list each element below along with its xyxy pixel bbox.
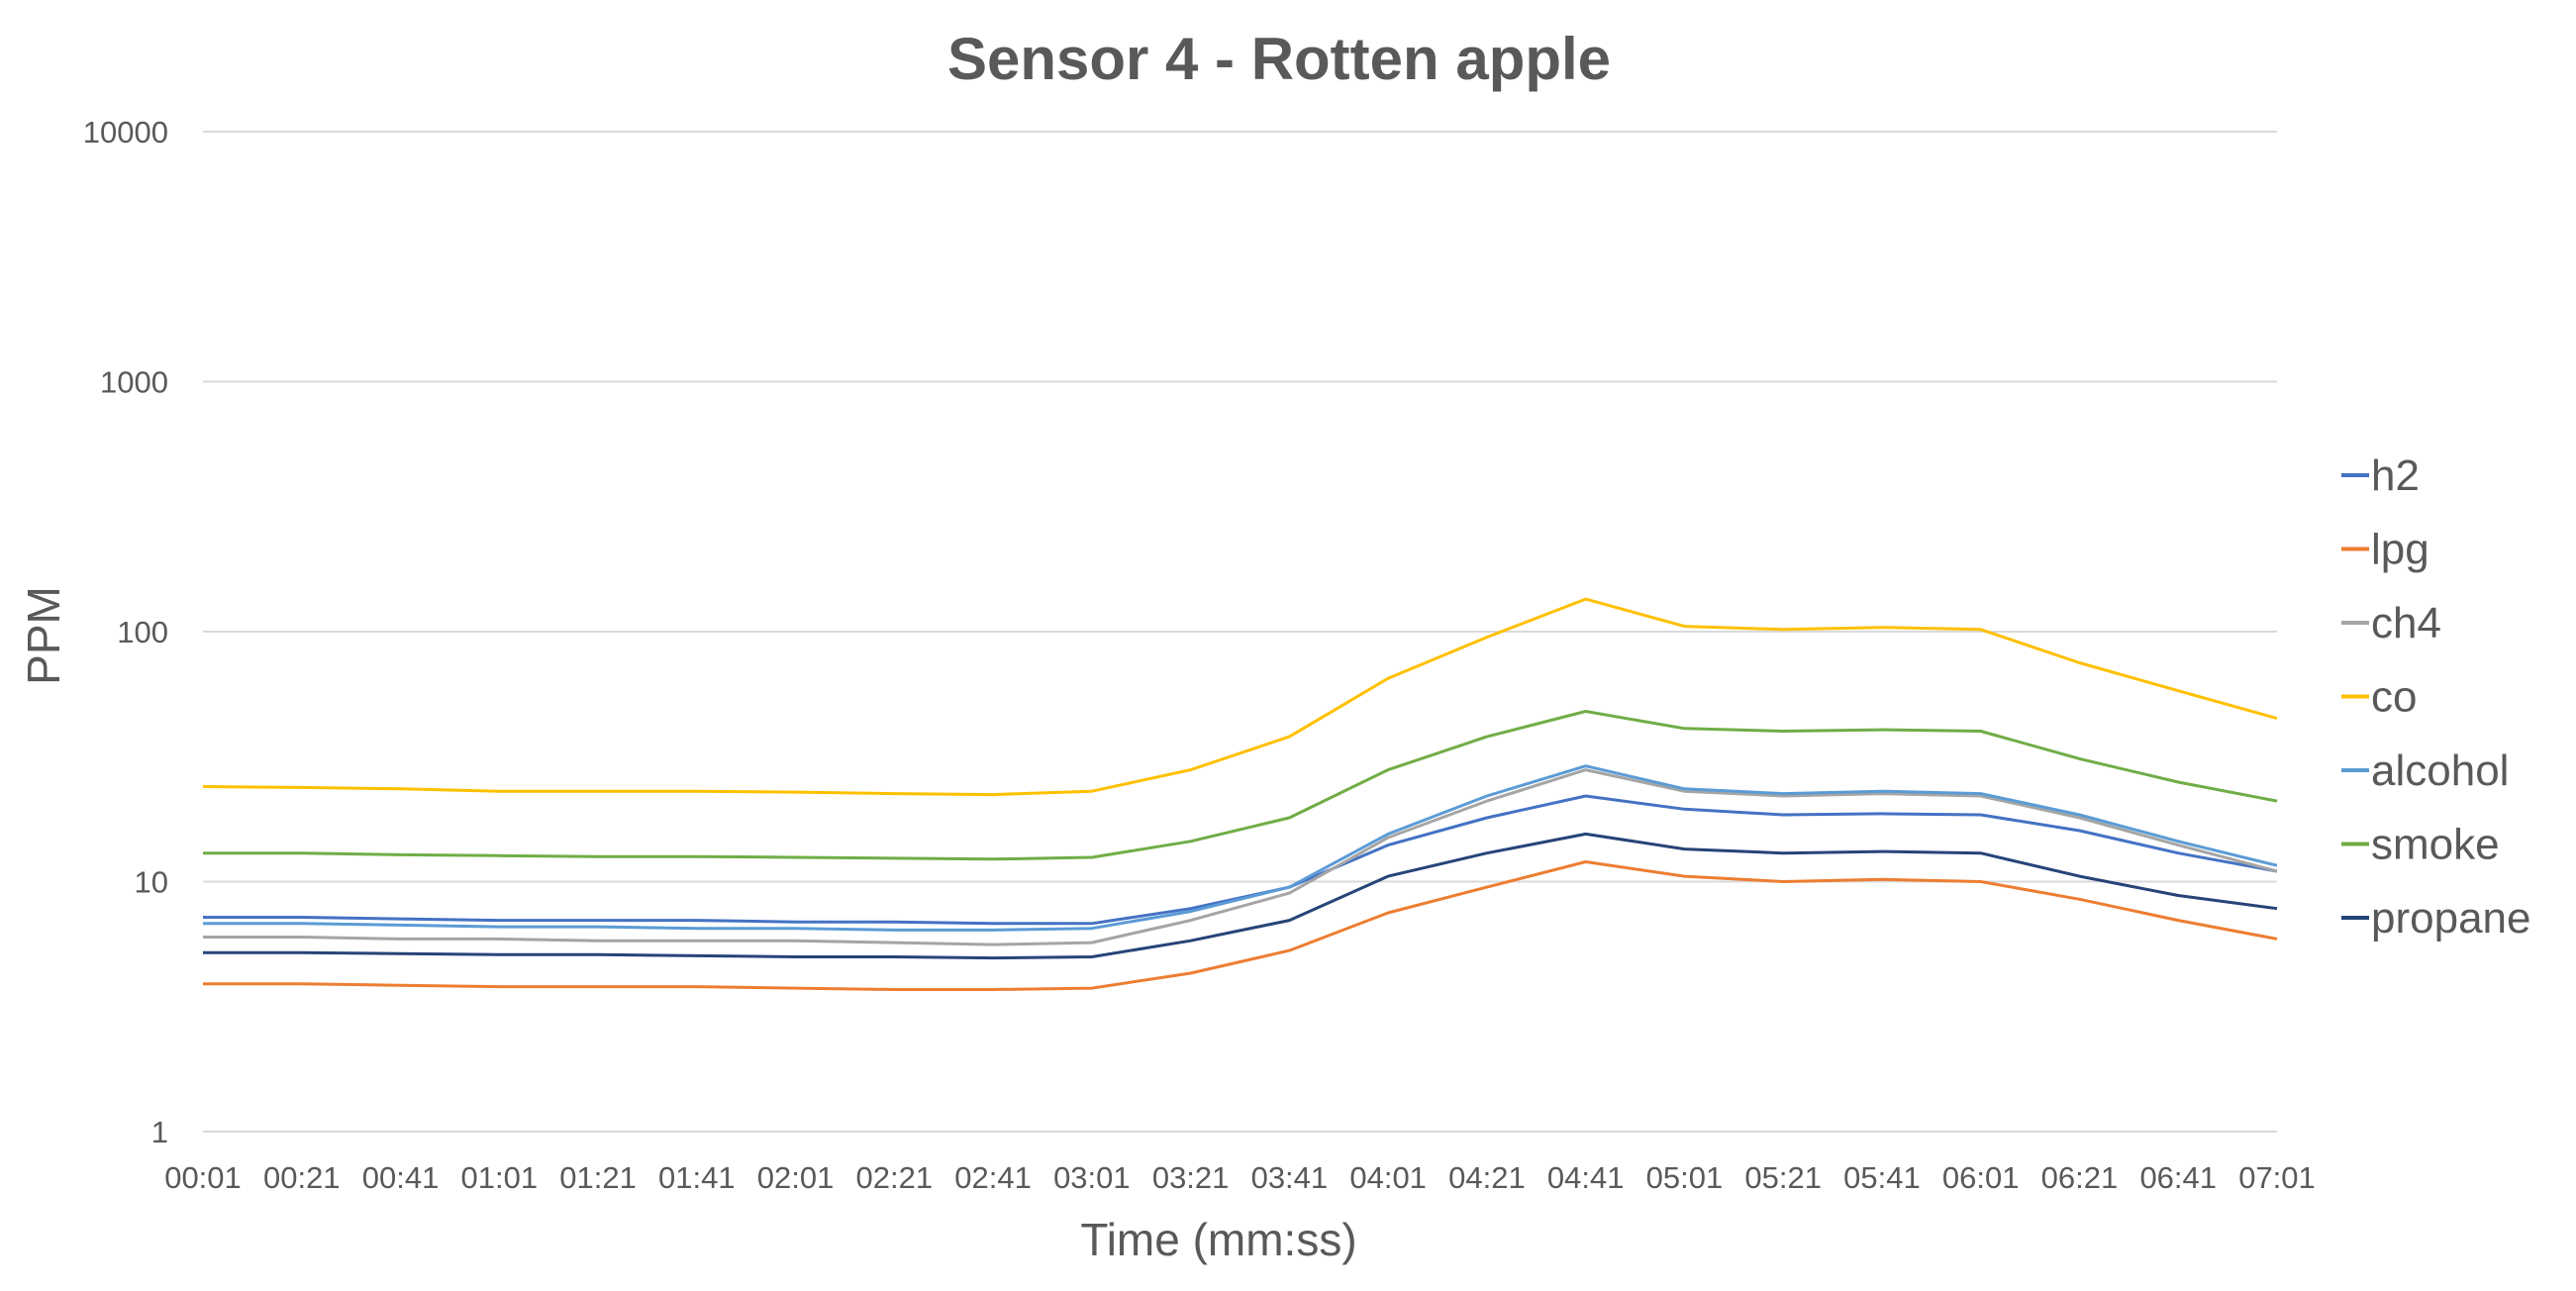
series-line-lpg bbox=[203, 860, 2278, 991]
y-tick-label: 1 bbox=[151, 1115, 168, 1149]
series-line-propane bbox=[203, 832, 2278, 960]
legend-item-propane: propane bbox=[2341, 894, 2530, 943]
x-tick-label: 00:41 bbox=[362, 1160, 440, 1195]
x-tick-label: 00:21 bbox=[263, 1160, 341, 1195]
series-line-alcohol bbox=[203, 764, 2278, 932]
legend-label: co bbox=[2371, 673, 2417, 722]
x-axis-ticks: 00:01 00:21 00:41 01:01 01:21 01:41 02:01 02:21… bbox=[164, 1160, 2316, 1195]
legend-item-co: co bbox=[2341, 673, 2417, 722]
x-tick-label: 04:01 bbox=[1349, 1160, 1427, 1195]
legend-item-lpg: lpg bbox=[2341, 526, 2429, 574]
legend-label: h2 bbox=[2371, 451, 2420, 500]
x-tick-label: 03:21 bbox=[1152, 1160, 1230, 1195]
x-tick-label: 06:21 bbox=[2041, 1160, 2119, 1195]
legend-label: alcohol bbox=[2371, 746, 2509, 795]
x-tick-label: 07:01 bbox=[2238, 1160, 2316, 1195]
legend-label: smoke bbox=[2371, 821, 2500, 869]
x-tick-label: 02:21 bbox=[856, 1160, 934, 1195]
x-tick-label: 02:41 bbox=[954, 1160, 1032, 1195]
x-tick-label: 01:41 bbox=[658, 1160, 736, 1195]
x-tick-label: 04:21 bbox=[1448, 1160, 1526, 1195]
x-tick-label: 03:01 bbox=[1053, 1160, 1131, 1195]
legend-item-alcohol: alcohol bbox=[2341, 746, 2509, 795]
y-tick-label: 10000 bbox=[83, 115, 168, 149]
x-tick-label: 06:01 bbox=[1942, 1160, 2020, 1195]
series-line-ch4 bbox=[203, 768, 2278, 946]
x-tick-label: 04:41 bbox=[1547, 1160, 1625, 1195]
x-tick-label: 05:21 bbox=[1744, 1160, 1822, 1195]
legend-label: propane bbox=[2371, 894, 2530, 943]
legend: h2 lpg ch4 co alcohol smoke propane bbox=[2341, 451, 2530, 943]
series-lines bbox=[202, 597, 2278, 991]
x-tick-label: 03:41 bbox=[1251, 1160, 1329, 1195]
x-tick-label: 05:41 bbox=[1843, 1160, 1921, 1195]
legend-label: lpg bbox=[2371, 526, 2429, 574]
x-tick-label: 00:01 bbox=[164, 1160, 242, 1195]
series-line-co bbox=[202, 597, 2278, 797]
x-tick-label: 05:01 bbox=[1646, 1160, 1724, 1195]
chart-title: Sensor 4 - Rotten apple bbox=[947, 26, 1611, 92]
legend-label: ch4 bbox=[2371, 599, 2441, 647]
legend-item-smoke: smoke bbox=[2341, 821, 2500, 869]
legend-item-h2: h2 bbox=[2341, 451, 2420, 500]
y-axis-ticks: 1 10 100 1000 10000 bbox=[83, 115, 168, 1149]
y-tick-label: 10 bbox=[135, 865, 168, 900]
y-axis-title: PPM bbox=[18, 586, 69, 685]
legend-item-ch4: ch4 bbox=[2341, 599, 2441, 647]
x-tick-label: 06:41 bbox=[2139, 1160, 2217, 1195]
x-tick-label: 01:01 bbox=[460, 1160, 538, 1195]
x-tick-label: 02:01 bbox=[757, 1160, 835, 1195]
x-tick-label: 01:21 bbox=[559, 1160, 637, 1195]
x-axis-title: Time (mm:ss) bbox=[1080, 1214, 1356, 1265]
y-tick-label: 1000 bbox=[100, 365, 168, 400]
series-line-smoke bbox=[203, 710, 2278, 861]
y-tick-label: 100 bbox=[117, 615, 168, 649]
